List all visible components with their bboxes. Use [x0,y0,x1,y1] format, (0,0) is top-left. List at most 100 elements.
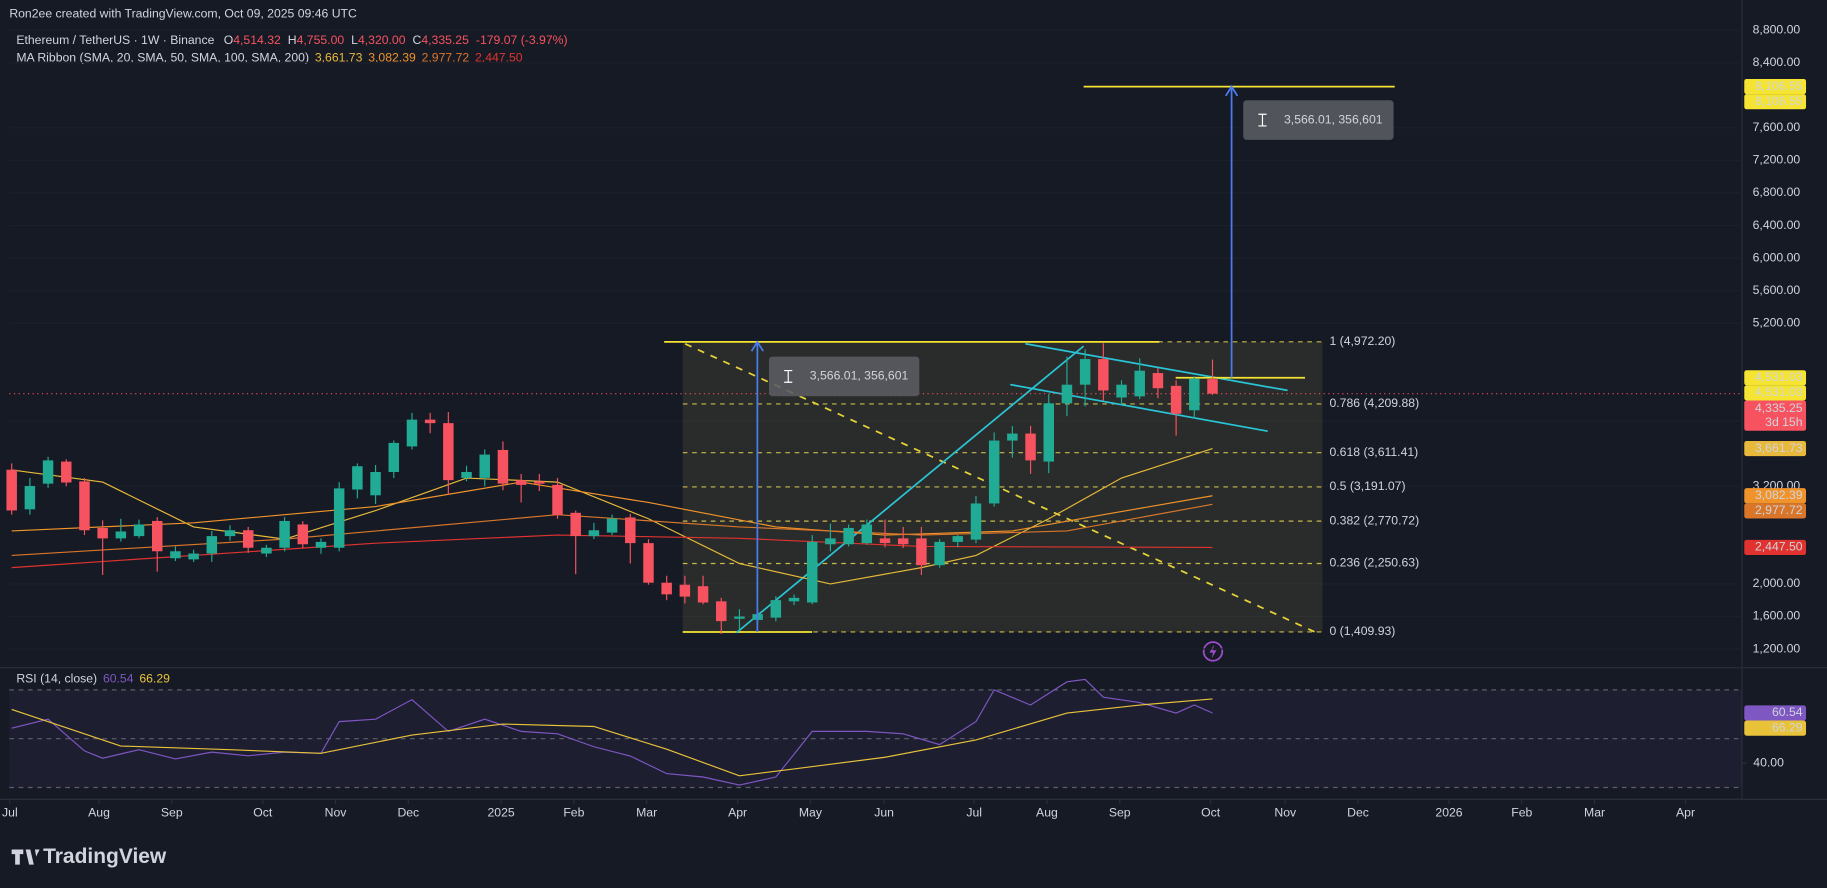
ohlc-key: C [413,33,422,47]
ohlc-value: 4,755.00 [297,33,345,47]
alert-icon [1202,641,1224,662]
candle-body [242,530,254,548]
rsi-label: RSI (14, close) [16,672,97,686]
candle-body [570,512,581,537]
measure-icon [1258,113,1267,127]
x-tick-label: May [799,806,823,820]
candle-body [1025,433,1036,461]
candle-body [61,461,72,483]
candle-body [988,440,1000,504]
candle-body [1116,384,1127,398]
ohlc-value: 4,335.25 [421,33,469,47]
price-tag [1744,78,1807,95]
x-tick-label: Jun [874,806,894,820]
candle-body [188,553,199,560]
rsi-tick-label: 40.00 [1753,755,1784,769]
fib-label: 0.236 (2,250.63) [1329,556,1419,570]
ma-value: 2,977.72 [422,51,470,65]
icon [1202,641,1224,662]
icon [1209,644,1217,659]
x-tick-label: Jul [966,806,982,820]
candle-body [6,469,17,511]
candle-body [952,536,964,542]
price-pane [9,29,1742,650]
countdown: 3d 15h [1765,415,1802,429]
candle-body [42,460,54,484]
candle-body [788,597,800,602]
price-tag [1744,488,1807,504]
ma-line [11,448,1213,585]
candle-body [897,538,909,545]
y-tick-label: 1,600.00 [1753,609,1801,623]
price-tag [1744,705,1807,721]
candle-body [261,547,272,554]
channel-lower [1010,383,1268,433]
last-price-label: 4,335.25 [1755,401,1803,415]
ma-value: 3,082.39 [368,51,416,65]
candle-body [1134,370,1145,397]
ma-value: 3,661.73 [315,51,363,65]
ma-line [11,698,1213,777]
x-tick-label: Mar [1584,806,1605,820]
candle-body [133,524,145,537]
y-tick-label: 7,600.00 [1753,120,1801,134]
measure-icon [784,370,793,383]
candle-body [224,530,236,537]
fib-label: 0.382 (2,770.72) [1329,513,1419,527]
candle-body [170,551,181,559]
fib-label: 0.786 (4,209.88) [1329,396,1419,410]
candle-body [1007,433,1018,441]
candle-body [588,530,600,537]
candle-body [879,538,891,544]
price-tag [1744,441,1807,457]
arrow-head [750,340,764,352]
candle-body [151,520,163,552]
candle-body [297,524,309,545]
y-tick-label: 6,400.00 [1753,218,1801,232]
candle-body [861,524,873,544]
candle-body [1207,379,1218,394]
change: -179.07 (-3.97%) [476,33,568,47]
rsi-band [9,689,1742,788]
ohlc-key: H [288,33,297,47]
ohlc-value: 4,320.00 [358,33,406,47]
ohlc-key: L [351,33,358,47]
candle-body [934,541,945,566]
symbol: Ethereum / TetherUS · 1W · Binance [16,33,214,47]
ma-tag-label: 2,977.72 [1755,503,1803,517]
candle-body [279,520,290,548]
candle-body [388,442,400,473]
y-tick-label: 5,200.00 [1753,316,1801,330]
ma-legend: MA Ribbon (SMA, 20, SMA, 50, SMA, 100, S… [16,51,522,65]
ma-line [11,534,1213,569]
x-tick-label: Mar [636,806,657,820]
x-tick-label: Dec [397,806,419,820]
x-tick-label: Apr [1676,806,1695,820]
fib-label: 0 (1,409.93) [1329,624,1395,638]
ma-line [11,481,1213,536]
ma-tag-label: 3,661.73 [1755,441,1803,455]
candle-body [1043,403,1054,462]
candle-body [843,527,854,545]
measure-label: 3,566.01, 356,601 [810,369,909,383]
candle-body [497,449,509,484]
fib-label: 1 (4,972.20) [1329,334,1395,348]
candle-body [806,541,818,603]
x-tick-label: 2025 [488,806,515,820]
channel-upper [1025,342,1288,392]
price-tag [1744,503,1807,519]
ma-label: MA Ribbon (SMA, 20, SMA, 50, SMA, 100, S… [16,51,309,65]
candle-body [552,484,563,516]
x-tick-label: Nov [325,806,348,820]
y-tick-label: 6,800.00 [1753,185,1801,199]
price-tag-label: 8,106.55 [1755,79,1803,93]
candle-body [97,527,108,539]
x-tick-label: Sep [161,806,183,820]
candle-body [1098,359,1109,391]
x-tick-label: Nov [1274,806,1297,820]
candle-body [625,517,636,544]
candle-body [424,419,436,424]
candle-body [1152,373,1164,389]
x-tick-label: Oct [253,806,273,820]
